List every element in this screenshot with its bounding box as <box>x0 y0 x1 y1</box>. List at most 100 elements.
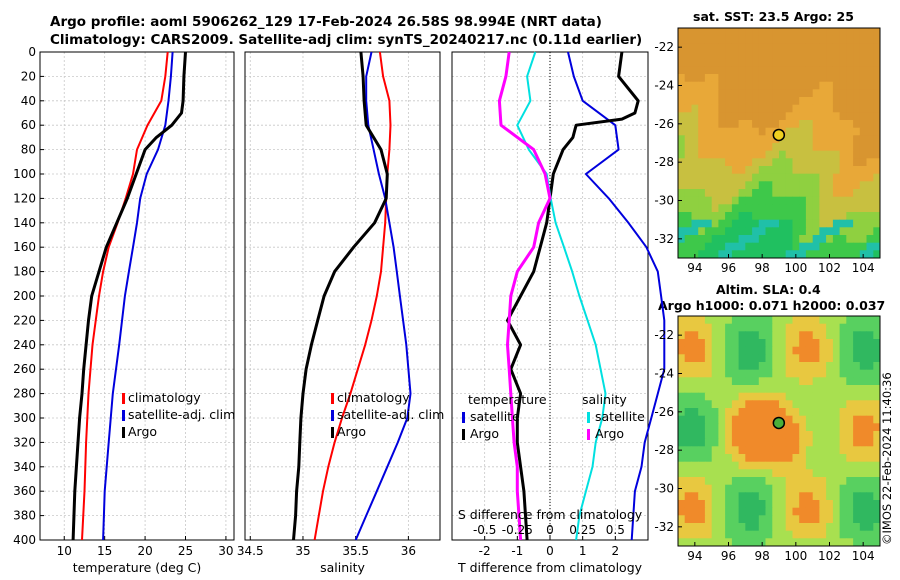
map-cell <box>853 354 861 363</box>
map-cell <box>785 323 793 332</box>
map-cell <box>725 431 733 440</box>
map-cell <box>819 408 827 417</box>
map-cell <box>826 112 834 121</box>
map-cell <box>785 484 793 493</box>
map-cell <box>772 196 780 205</box>
map-cell <box>772 400 780 409</box>
map-cell <box>819 454 827 463</box>
map-cell <box>853 173 861 182</box>
map-cell <box>745 35 753 44</box>
map-cell <box>765 235 773 244</box>
map-cell <box>765 354 773 363</box>
map-cell <box>725 89 733 98</box>
map-cell <box>812 316 820 325</box>
map-cell <box>752 43 760 52</box>
map-cell <box>684 143 692 152</box>
map-cell <box>792 477 800 486</box>
map-cell <box>779 438 787 447</box>
map-cell <box>846 446 854 455</box>
y-tick-label: 380 <box>13 509 36 523</box>
map-cell <box>711 454 719 463</box>
map-cell <box>832 81 841 90</box>
map-cell <box>684 331 692 340</box>
map-cell <box>738 369 746 378</box>
map-cell <box>799 173 807 182</box>
map-cell <box>704 235 713 244</box>
map-cell <box>812 415 820 424</box>
map-cell <box>832 74 841 83</box>
map-cell <box>812 323 820 332</box>
map-cell <box>839 166 847 175</box>
map-y-tick-label: -30 <box>654 482 674 496</box>
map-cell <box>832 354 841 363</box>
map-cell <box>799 227 807 236</box>
map-cell <box>866 438 874 447</box>
map-cell <box>832 112 841 121</box>
map-cell <box>839 120 847 129</box>
map-cell <box>846 120 854 129</box>
map-cell <box>691 408 699 417</box>
map-cell <box>731 74 740 83</box>
map-cell <box>745 196 753 205</box>
map-cell <box>711 227 719 236</box>
map-cell <box>866 530 874 539</box>
map-cell <box>832 97 841 106</box>
map-cell <box>846 235 854 244</box>
map-cell <box>758 127 766 136</box>
sst-map-title: sat. SST: 23.5 Argo: 25 <box>693 9 854 24</box>
map-cell <box>745 89 753 98</box>
map-cell <box>866 362 874 371</box>
map-cell <box>725 181 733 190</box>
map-cell <box>792 196 800 205</box>
map-cell <box>859 415 867 424</box>
map-cell <box>785 250 793 259</box>
map-cell <box>779 97 787 106</box>
map-cell <box>792 74 800 83</box>
map-cell <box>704 120 713 129</box>
map-cell <box>704 219 713 228</box>
map-cell <box>725 523 733 532</box>
map-cell <box>711 51 719 60</box>
map-cell <box>738 392 746 401</box>
legend-swatch <box>331 427 334 438</box>
map-cell <box>873 477 881 486</box>
map-cell <box>772 339 780 348</box>
map-cell <box>873 89 881 98</box>
map-cell <box>772 104 780 113</box>
map-cell <box>785 235 793 244</box>
map-cell <box>745 66 753 75</box>
map-cell <box>859 515 867 524</box>
map-cell <box>711 500 719 509</box>
map-cell <box>758 431 766 440</box>
map-cell <box>752 181 760 190</box>
map-cell <box>704 446 713 455</box>
map-cell <box>738 477 746 486</box>
map-cell <box>819 242 827 251</box>
map-cell <box>698 143 706 152</box>
map-cell <box>765 173 773 182</box>
map-cell <box>805 523 814 532</box>
map-cell <box>704 204 713 213</box>
map-cell <box>758 530 766 539</box>
map-cell <box>758 392 766 401</box>
map-cell <box>812 127 820 136</box>
map-cell <box>745 377 753 386</box>
map-cell <box>738 181 746 190</box>
map-cell <box>846 515 854 524</box>
map-cell <box>725 346 733 355</box>
map-cell <box>866 242 874 251</box>
map-cell <box>819 204 827 213</box>
map-cell <box>698 492 706 501</box>
map-cell <box>873 530 881 539</box>
map-cell <box>805 189 814 198</box>
map-cell <box>731 408 740 417</box>
map-cell <box>718 97 726 106</box>
map-cell <box>819 104 827 113</box>
map-cell <box>731 189 740 198</box>
map-cell <box>745 143 753 152</box>
map-cell <box>812 538 820 547</box>
map-cell <box>731 415 740 424</box>
map-cell <box>792 173 800 182</box>
map-cell <box>738 51 746 60</box>
map-cell <box>853 181 861 190</box>
